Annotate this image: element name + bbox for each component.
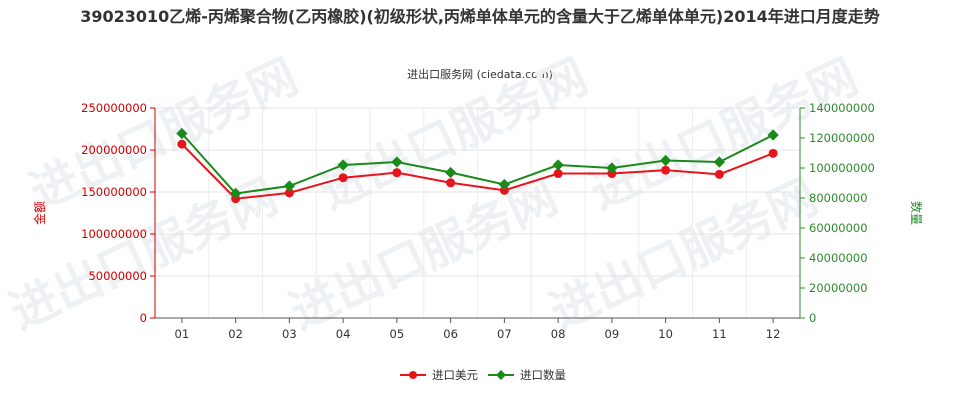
y-left-tick-label: 100000000 xyxy=(81,227,147,241)
x-tick-label: 09 xyxy=(605,327,620,341)
y-left-tick-label: 0 xyxy=(140,311,147,325)
x-tick-label: 06 xyxy=(443,327,458,341)
y-right-tick-label: 80000000 xyxy=(809,191,868,205)
x-tick-label: 07 xyxy=(497,327,512,341)
y-left-tick-label: 250000000 xyxy=(81,101,147,115)
legend-swatch-marker xyxy=(496,370,506,380)
y-right-tick-label: 20000000 xyxy=(809,281,868,295)
x-tick-label: 05 xyxy=(390,327,405,341)
y-left-tick-label: 150000000 xyxy=(81,185,147,199)
x-tick-label: 04 xyxy=(336,327,351,341)
series-point-2 xyxy=(229,187,242,200)
y-left-tick-label: 200000000 xyxy=(81,143,147,157)
series-point-2 xyxy=(552,159,564,171)
legend-swatch-marker xyxy=(409,371,417,379)
series-point-2 xyxy=(176,127,188,140)
legend: 进口美元 进口数量 xyxy=(400,368,566,382)
chart-title: 39023010乙烯-丙烯聚合物(乙丙橡胶)(初级形状,丙烯单体单元的含量大于乙… xyxy=(80,7,880,26)
x-tick-label: 08 xyxy=(551,327,566,341)
series-point-2 xyxy=(498,178,511,191)
series-line-1 xyxy=(181,143,774,200)
y-axis-left-title: 金额 xyxy=(32,201,47,225)
x-tick-label: 01 xyxy=(175,327,190,341)
grid-lines xyxy=(155,107,800,318)
y-right-tick-label: 0 xyxy=(809,311,816,325)
legend-label: 进口数量 xyxy=(520,368,566,382)
x-tick-label: 03 xyxy=(282,327,297,341)
y-right-tick-label: 140000000 xyxy=(809,101,875,115)
series-point-1 xyxy=(284,188,294,198)
y-right-tick-label: 40000000 xyxy=(809,251,868,265)
series-point-2 xyxy=(767,129,779,141)
x-tick-label: 10 xyxy=(658,327,673,341)
series-point-2 xyxy=(391,156,403,168)
y-right-tick-label: 60000000 xyxy=(809,221,868,235)
axes: 0500000001000000001500000002000000002500… xyxy=(32,101,924,341)
y-left-tick-label: 50000000 xyxy=(88,269,147,283)
series-point-2 xyxy=(444,166,457,179)
series-line-2 xyxy=(181,132,774,195)
series-point-1 xyxy=(768,148,778,158)
x-tick-label: 02 xyxy=(228,327,243,341)
series-point-1 xyxy=(661,165,671,175)
series-point-2 xyxy=(283,180,296,192)
series-point-2 xyxy=(606,162,618,174)
series-layer xyxy=(176,127,779,204)
series-point-1 xyxy=(553,169,563,179)
series-point-2 xyxy=(337,159,349,171)
y-right-tick-label: 100000000 xyxy=(809,161,875,175)
series-point-1 xyxy=(392,168,402,178)
series-point-1 xyxy=(499,185,509,195)
series-point-1 xyxy=(338,173,348,183)
y-axis-right-title: 数量 xyxy=(909,201,924,225)
x-tick-label: 11 xyxy=(712,327,727,341)
legend-label: 进口美元 xyxy=(432,368,478,382)
watermark-text: 进出口服务网 xyxy=(541,168,826,340)
series-point-2 xyxy=(659,154,672,167)
chart-subtitle: 进出口服务网 (ciedata.com) xyxy=(407,68,553,81)
y-right-tick-label: 120000000 xyxy=(809,131,875,145)
series-point-2 xyxy=(713,156,726,168)
series-point-1 xyxy=(177,139,187,149)
series-point-1 xyxy=(714,169,724,179)
series-point-1 xyxy=(446,178,456,188)
x-tick-label: 12 xyxy=(766,327,781,341)
